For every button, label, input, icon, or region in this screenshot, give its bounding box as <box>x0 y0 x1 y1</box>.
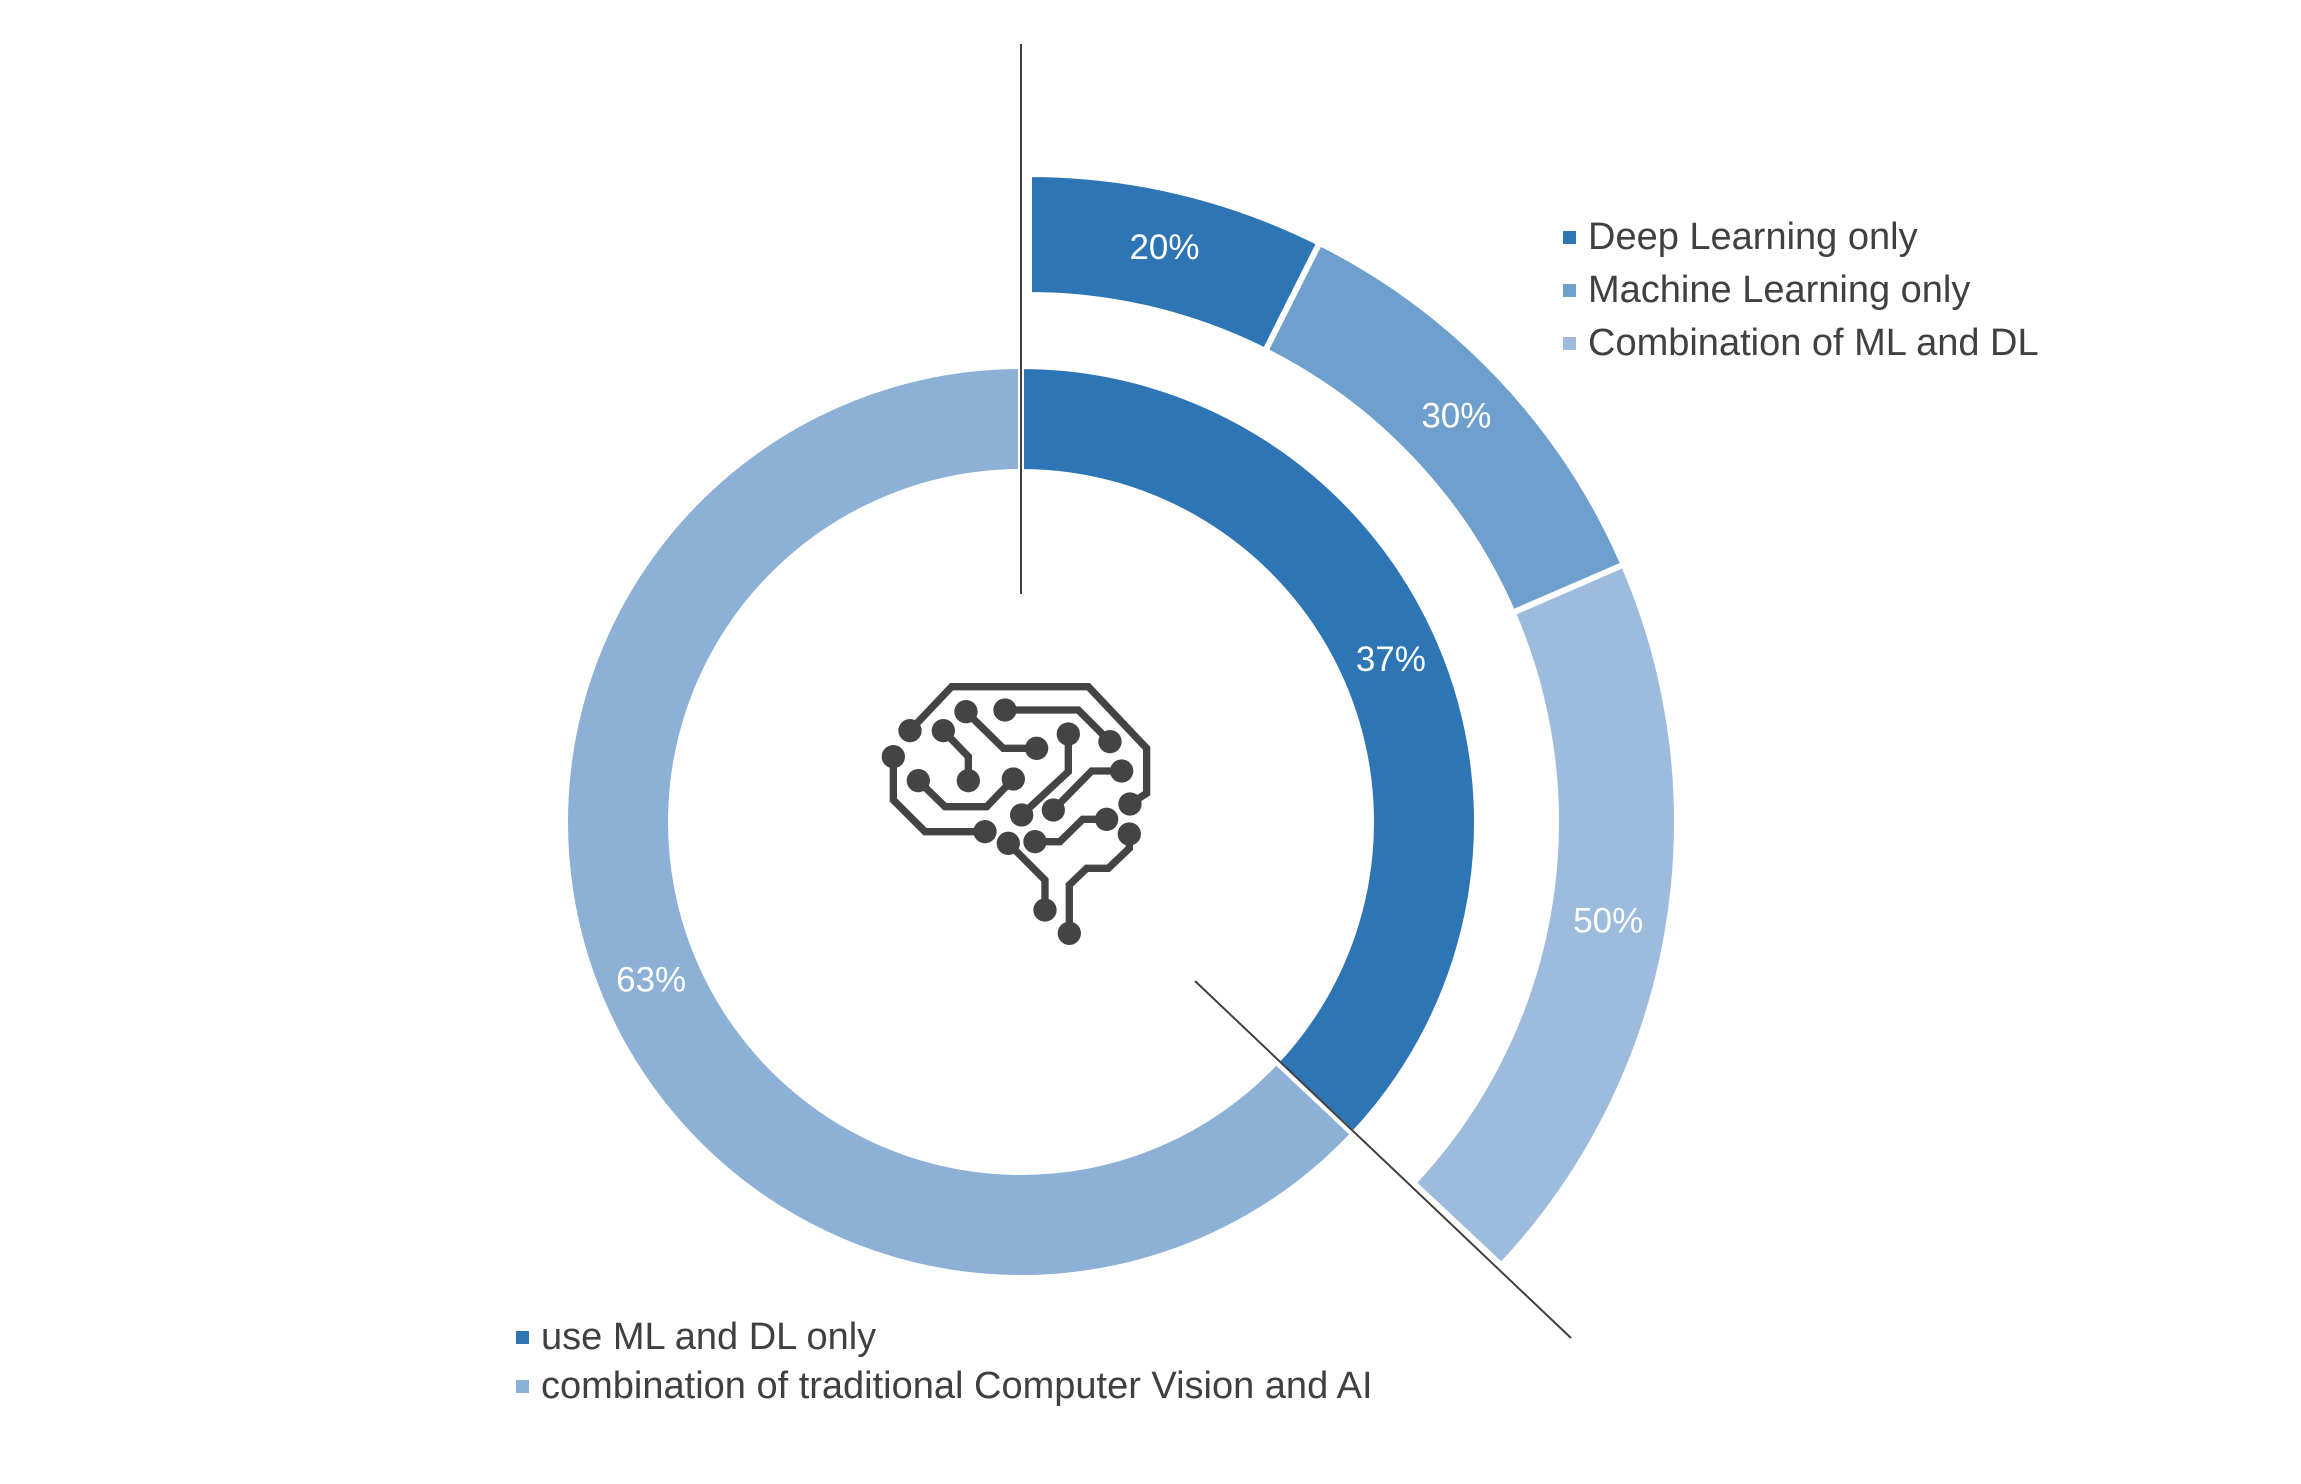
inner-segment-1 <box>562 362 1358 1281</box>
legend-swatch-cv-and-ai <box>516 1380 529 1393</box>
outer-data-label-1: 30% <box>1421 396 1491 435</box>
legend-inner: use ML and DL only combination of tradit… <box>516 1316 1373 1407</box>
inner-data-label-0: 37% <box>1356 640 1426 679</box>
inner-ring <box>562 362 1480 1281</box>
legend-swatch-combination <box>1563 337 1576 350</box>
outer-data-label-2: 50% <box>1573 901 1643 940</box>
connector-line-diagonal <box>1194 980 1572 1339</box>
legend-swatch-deep-learning <box>1563 231 1576 244</box>
legend-swatch-ml-dl-only <box>516 1331 529 1344</box>
legend-label-deep-learning: Deep Learning only <box>1588 216 1918 258</box>
legend-label-combination: Combination of ML and DL <box>1588 322 2039 364</box>
inner-data-label-1: 63% <box>616 960 686 999</box>
legend-label-ml-dl-only: use ML and DL only <box>541 1316 876 1358</box>
legend-swatch-machine-learning <box>1563 284 1576 297</box>
legend-outer: Deep Learning only Machine Learning only… <box>1563 216 2039 364</box>
outer-data-label-0: 20% <box>1129 228 1199 267</box>
legend-label-cv-and-ai: combination of traditional Computer Visi… <box>541 1365 1373 1407</box>
outer-segment-2 <box>1408 560 1680 1270</box>
inner-segment-0 <box>1018 362 1480 1139</box>
outer-ring <box>1026 170 1680 1270</box>
brain-circuit-icon <box>881 682 1151 945</box>
legend-label-machine-learning: Machine Learning only <box>1588 269 1970 311</box>
